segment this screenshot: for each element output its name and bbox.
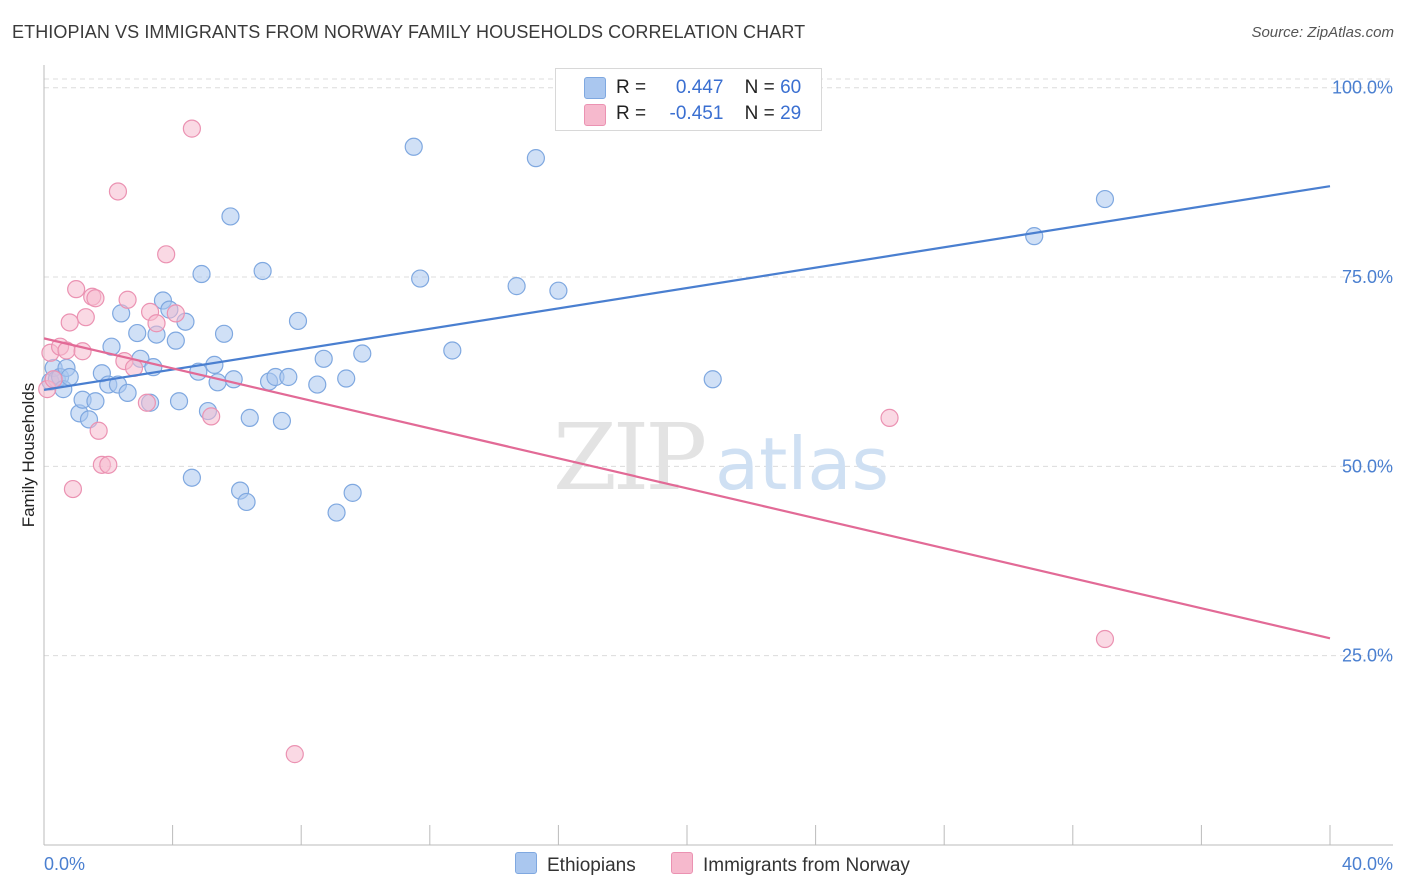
ethiopian-point [166, 331, 185, 350]
norway-point [182, 119, 201, 138]
y-tick-label: 50.0% [1342, 456, 1393, 476]
ethiopian-point [443, 341, 462, 360]
norway-point [108, 182, 128, 201]
ethiopian-point [253, 261, 272, 281]
legend-n-value: 60 [780, 77, 802, 98]
legend-swatch-ethiopians [584, 77, 606, 99]
ethiopian-point [343, 483, 362, 502]
x-tick-label: 0.0% [44, 854, 85, 874]
norway-swatch [671, 852, 693, 874]
norway-label: Immigrants from Norway [703, 855, 910, 876]
ethiopian-point [60, 367, 79, 387]
ethiopian-point [288, 311, 308, 331]
legend-item-norway: Immigrants from Norway [671, 852, 910, 877]
watermark-zip: ZIP [553, 404, 704, 511]
chart-title: ETHIOPIAN VS IMMIGRANTS FROM NORWAY FAMI… [12, 22, 806, 42]
legend-r-value: -0.451 [669, 103, 724, 124]
norway-point [67, 280, 86, 299]
y-tick-label: 25.0% [1342, 646, 1393, 666]
ethiopian-point [314, 349, 333, 368]
ethiopian-point [214, 324, 234, 343]
legend-row-norway: R = -0.451 N = 29 [616, 103, 801, 125]
ethiopian-point [272, 411, 292, 431]
legend-n-label: N = [744, 77, 775, 98]
legend-r-label: R = [616, 103, 647, 124]
ethiopian-point [279, 367, 298, 387]
ethiopian-point [404, 137, 423, 156]
norway-trendline [43, 337, 1331, 640]
ethiopians-trendline [43, 185, 1331, 391]
legend-swatch-norway [584, 104, 606, 126]
ethiopian-point [308, 375, 327, 394]
x-tick-label: 40.0% [1342, 854, 1393, 874]
ethiopian-point [86, 392, 105, 411]
ethiopian-point [224, 370, 243, 389]
ethiopian-point [192, 264, 211, 284]
norway-point [1095, 629, 1115, 649]
ethiopian-point [118, 383, 137, 403]
ethiopian-point [240, 408, 259, 427]
norway-point [44, 370, 63, 389]
ethiopian-point [337, 369, 356, 388]
ethiopians-label: Ethiopians [547, 855, 636, 876]
ethiopian-point [237, 492, 256, 512]
ethiopian-point [507, 277, 526, 296]
ethiopian-point [353, 344, 372, 363]
norway-point [86, 289, 105, 308]
ethiopian-point [182, 468, 201, 487]
norway-point [76, 308, 95, 327]
grid-lines [44, 78, 1393, 657]
tick-labels: 25.0% 50.0% 75.0% 100.0% 0.0% 40.0% [44, 78, 1393, 874]
trend-lines [43, 185, 1331, 640]
axes [43, 65, 1393, 846]
legend-row-ethiopians: R = 0.447 N = 60 [616, 77, 801, 99]
ethiopian-point [549, 281, 568, 300]
legend-n-label: N = [744, 103, 775, 124]
norway-point [60, 313, 79, 332]
legend-r-label: R = [616, 77, 647, 98]
norway-point [285, 745, 304, 764]
norway-point [880, 408, 899, 427]
ethiopian-point [128, 323, 147, 343]
ethiopian-point [526, 149, 545, 168]
norway-point [89, 421, 108, 440]
legend-item-ethiopians: Ethiopians [515, 852, 636, 877]
ethiopian-point [221, 207, 240, 226]
source-label: Source: ZipAtlas.com [1251, 24, 1394, 41]
ethiopian-point [327, 503, 346, 522]
norway-point [137, 393, 156, 412]
y-axis-label: Family Households [19, 383, 38, 528]
norway-point [166, 304, 185, 323]
norway-point [147, 314, 166, 333]
ethiopian-point [411, 269, 430, 288]
norway-point [118, 290, 137, 309]
legend-n-value: 29 [780, 103, 802, 124]
ethiopian-point [1095, 189, 1115, 209]
norway-point [202, 407, 221, 426]
ethiopian-point [703, 370, 722, 389]
watermark: ZIP atlas [553, 404, 889, 511]
norway-point [157, 245, 176, 264]
ethiopian-point [169, 392, 189, 411]
legend-r-value: 0.447 [675, 77, 724, 98]
norway-point [63, 479, 83, 499]
correlation-legend: R = 0.447 N = 60 R = -0.451 N = 29 [555, 68, 822, 131]
ethiopians-swatch [515, 852, 537, 874]
watermark-atlas: atlas [715, 422, 889, 506]
y-tick-label: 100.0% [1332, 78, 1393, 98]
y-tick-label: 75.0% [1342, 267, 1393, 287]
norway-point [99, 455, 118, 474]
ethiopian-point [1025, 227, 1044, 246]
